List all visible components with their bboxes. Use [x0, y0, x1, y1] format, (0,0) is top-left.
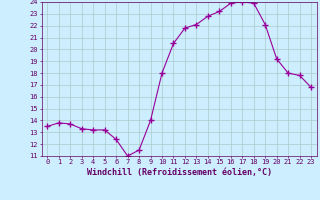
- X-axis label: Windchill (Refroidissement éolien,°C): Windchill (Refroidissement éolien,°C): [87, 168, 272, 177]
